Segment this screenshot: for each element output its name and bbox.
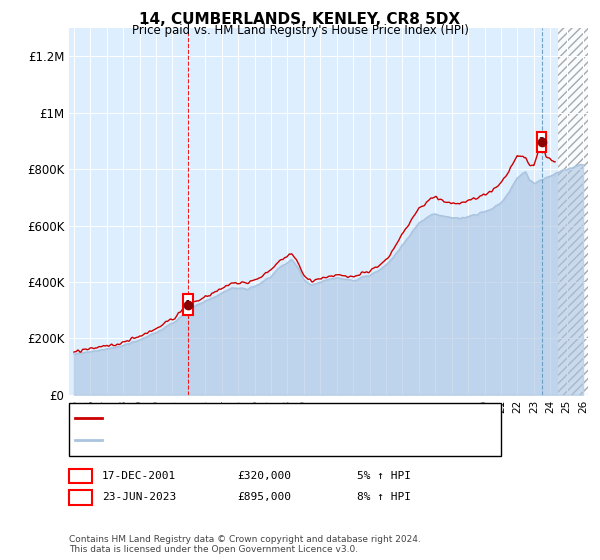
FancyBboxPatch shape (536, 132, 547, 152)
Text: Price paid vs. HM Land Registry's House Price Index (HPI): Price paid vs. HM Land Registry's House … (131, 24, 469, 37)
Text: 14, CUMBERLANDS, KENLEY, CR8 5DX (detached house): 14, CUMBERLANDS, KENLEY, CR8 5DX (detach… (108, 413, 423, 423)
Text: 2: 2 (538, 137, 545, 147)
Text: £895,000: £895,000 (237, 492, 291, 502)
Text: 2: 2 (77, 492, 84, 502)
Text: 8% ↑ HPI: 8% ↑ HPI (357, 492, 411, 502)
Text: 1: 1 (185, 300, 191, 310)
Text: 17-DEC-2001: 17-DEC-2001 (102, 471, 176, 481)
Text: 1: 1 (77, 471, 84, 481)
Text: Contains HM Land Registry data © Crown copyright and database right 2024.
This d: Contains HM Land Registry data © Crown c… (69, 535, 421, 554)
Text: 23-JUN-2023: 23-JUN-2023 (102, 492, 176, 502)
Text: £320,000: £320,000 (237, 471, 291, 481)
Bar (559, 28, 599, 395)
Text: 5% ↑ HPI: 5% ↑ HPI (357, 471, 411, 481)
Text: HPI: Average price, detached house, Croydon: HPI: Average price, detached house, Croy… (108, 435, 361, 445)
FancyBboxPatch shape (184, 295, 193, 315)
Text: 14, CUMBERLANDS, KENLEY, CR8 5DX: 14, CUMBERLANDS, KENLEY, CR8 5DX (139, 12, 461, 27)
